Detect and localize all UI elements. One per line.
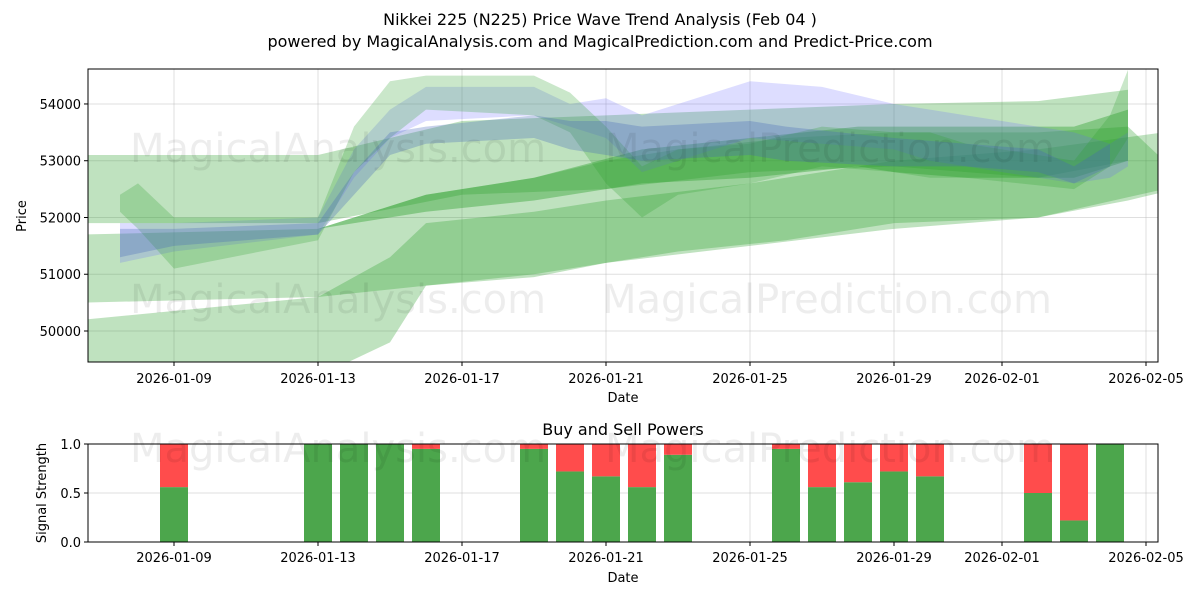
x-tick-label: 2026-02-05 (1108, 551, 1184, 566)
sell-bar (592, 444, 620, 477)
buy-bar (1060, 520, 1088, 542)
y-tick-label: 1.0 (60, 438, 81, 453)
buy-bar (1024, 493, 1052, 542)
buy-bar (844, 482, 872, 542)
sell-bar (412, 444, 440, 449)
x-tick-label: 2026-01-25 (712, 551, 788, 566)
sell-bar (520, 444, 548, 449)
x-tick-label: 2026-01-09 (136, 551, 212, 566)
y-tick-label: 52000 (40, 211, 81, 226)
watermark: MagicalAnalysis.com (130, 426, 546, 472)
buy-bar (556, 471, 584, 542)
sell-bar (1024, 444, 1052, 493)
sell-bar (160, 444, 188, 488)
x-tick-label: 2026-02-01 (964, 372, 1040, 387)
watermark: MagicalAnalysis.com (130, 126, 546, 172)
y-tick-label: 54000 (40, 98, 81, 113)
buy-bar (160, 487, 188, 542)
x-tick-label: 2026-01-21 (568, 551, 644, 566)
price-wave-band (88, 89, 1128, 224)
y-tick-label: 0.0 (60, 536, 81, 551)
y-tick-label: 0.5 (60, 487, 81, 502)
sell-bar (916, 444, 944, 477)
price-wave-band (120, 115, 1110, 258)
price-bands (88, 69, 1158, 362)
buy-bar (340, 444, 368, 542)
sell-bar (880, 444, 908, 472)
watermark: MagicalPrediction.com (605, 126, 1055, 172)
price-wave-band (120, 81, 1128, 263)
buy-bar (808, 487, 836, 542)
x-tick-label: 2026-01-13 (280, 551, 356, 566)
x-tick-label: 2026-01-09 (136, 372, 212, 387)
price-axes-frame (87, 68, 1159, 363)
buy-bar (592, 476, 620, 542)
buy-bar (376, 444, 404, 542)
y-axis-label: Price (15, 200, 30, 232)
x-tick-label: 2026-02-01 (964, 551, 1040, 566)
price-wave-band (88, 126, 1158, 303)
sell-bar (772, 444, 800, 449)
x-tick-label: 2026-02-05 (1108, 372, 1184, 387)
signal-bars (160, 444, 1124, 542)
watermark: MagicalPrediction.com (602, 277, 1052, 323)
x-tick-label: 2026-01-29 (856, 372, 932, 387)
x-tick-label: 2026-01-13 (280, 372, 356, 387)
buy-bar (772, 448, 800, 542)
sell-bar (1060, 444, 1088, 521)
sell-bar (808, 444, 836, 488)
buy-bar (628, 487, 656, 542)
watermark: MagicalPrediction.com (605, 426, 1055, 472)
price-ticks: 2026-01-09 2026-01-13 2026-01-17 2026-01-21… (40, 98, 1184, 387)
x-tick-label: 2026-01-17 (424, 551, 500, 566)
buy-bar (304, 444, 332, 542)
price-wave-band (318, 109, 1128, 229)
buy-bar (412, 448, 440, 542)
y-tick-label: 53000 (40, 155, 81, 170)
x-tick-label: 2026-01-21 (568, 372, 644, 387)
signal-x-axis-label: Date (607, 571, 638, 586)
y-tick-label: 50000 (40, 325, 81, 340)
x-tick-label: 2026-01-25 (712, 372, 788, 387)
signal-chart-title: Buy and Sell Powers (542, 420, 704, 439)
watermark: MagicalAnalysis.com (130, 277, 546, 323)
price-wave-band (120, 69, 1128, 269)
y-tick-label: 51000 (40, 268, 81, 283)
x-tick-label: 2026-01-29 (856, 551, 932, 566)
buy-bar (520, 448, 548, 542)
price-grid (88, 69, 1158, 362)
signal-y-axis-label: Signal Strength (35, 443, 50, 543)
chart-subtitle: powered by MagicalAnalysis.com and Magic… (267, 32, 932, 51)
buy-bar (664, 454, 692, 542)
sell-bar (844, 444, 872, 483)
price-wave-band (88, 133, 1158, 362)
sell-bar (628, 444, 656, 488)
signal-ticks: 2026-01-09 2026-01-13 2026-01-17 2026-01-21… (60, 438, 1183, 566)
buy-bar (916, 476, 944, 542)
sell-bar (664, 444, 692, 455)
buy-bar (880, 471, 908, 542)
x-axis-label: Date (607, 391, 638, 406)
buy-bar (1096, 444, 1124, 542)
sell-bar (556, 444, 584, 472)
chart-title: Nikkei 225 (N225) Price Wave Trend Analy… (383, 10, 817, 29)
x-tick-label: 2026-01-17 (424, 372, 500, 387)
